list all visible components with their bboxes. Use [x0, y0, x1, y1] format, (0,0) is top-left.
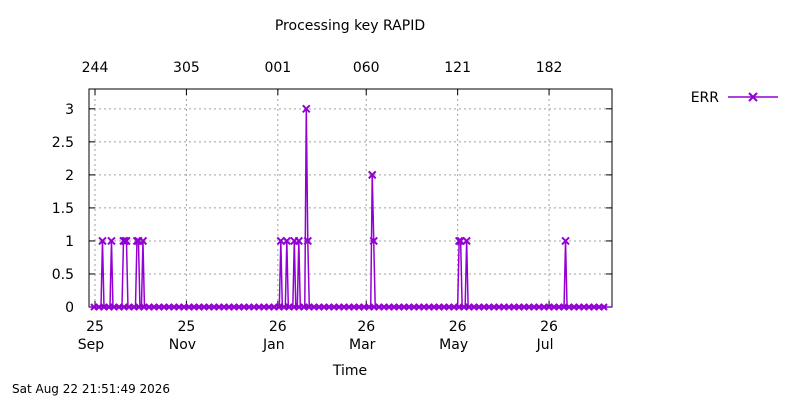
data-point-marker: [561, 236, 570, 246]
data-point-marker: [122, 236, 131, 246]
top-tick-label: 244: [82, 60, 109, 76]
y-tick-label: 0: [65, 300, 74, 316]
x-tick-label-year: 26: [449, 319, 467, 335]
top-tick-label: 305: [173, 60, 200, 76]
grid: [89, 89, 612, 307]
data-point-marker: [107, 236, 116, 246]
x-tick-label-month: May: [439, 337, 468, 353]
x-axis-bottom: 25 Sep 25 Nov 26 Jan 26 Mar 26 May 26 Jul: [78, 301, 558, 353]
x-tick-label-year: 25: [177, 319, 195, 335]
legend-marker-err: [748, 92, 758, 102]
x-tick-label-year: 26: [357, 319, 375, 335]
x-tick-label-month: Nov: [169, 337, 196, 353]
data-point-marker: [282, 236, 292, 246]
legend: ERR: [691, 90, 778, 106]
x-tick-label-month: Jan: [262, 337, 285, 353]
x-tick-label-year: 25: [86, 319, 104, 335]
top-tick-label: 121: [444, 60, 471, 76]
top-tick-label: 060: [353, 60, 380, 76]
data-point-marker: [303, 236, 312, 246]
legend-label-err: ERR: [691, 90, 720, 106]
data-point-marker: [294, 236, 304, 246]
x-axis-label: Time: [332, 363, 367, 379]
y-tick-label: 1: [65, 234, 74, 250]
y-tick-label: 1.5: [52, 201, 74, 217]
data-point-marker: [454, 236, 464, 246]
chart-title: Processing key RAPID: [275, 18, 425, 34]
data-point-marker: [120, 236, 130, 246]
data-point-marker: [119, 236, 128, 246]
x-tick-label-month: Mar: [349, 337, 376, 353]
data-point-marker: [369, 236, 378, 246]
x-tick-label-month: Sep: [78, 337, 105, 353]
y-axis: 0 0.5 1 1.5 2 2.5 3: [52, 102, 612, 316]
y-tick-label: 0.5: [52, 267, 74, 283]
series-err: [89, 104, 612, 311]
top-tick-label: 182: [536, 60, 563, 76]
y-tick-label: 3: [65, 102, 74, 118]
x-tick-label-year: 26: [540, 319, 558, 335]
data-point-marker: [462, 236, 471, 246]
x-axis-top: 244 305 001 060 121 182: [82, 60, 563, 95]
x-tick-label-month: Jul: [536, 337, 554, 353]
y-tick-label: 2: [65, 168, 74, 184]
data-point-marker: [98, 236, 107, 246]
data-point-marker: [302, 104, 311, 114]
data-point-marker: [138, 236, 148, 246]
timestamp-footer: Sat Aug 22 21:51:49 2026: [12, 382, 171, 396]
baseline-marker: [600, 303, 608, 311]
y-tick-label: 2.5: [52, 135, 74, 151]
top-tick-label: 001: [264, 60, 291, 76]
data-point-marker: [368, 170, 377, 180]
x-tick-label-year: 26: [269, 319, 287, 335]
